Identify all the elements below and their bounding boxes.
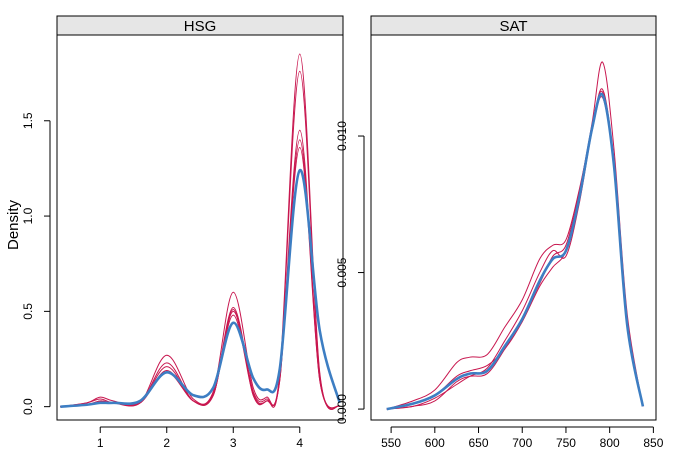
panel-hsg-y-tick-label-0: 0.0 [21,398,35,415]
panel-sat-imputed-density-line-0 [386,61,644,410]
panel-sat-axes: 550 600 650 700 750 800 850 0.000 0.005 0.010 [335,121,664,450]
panel-hsg-imputed-density-line-0 [60,53,341,410]
panel-hsg-x-tick-label-1: 2 [163,436,170,450]
panel-hsg-axes: 1 2 3 4 0.0 0.5 1.0 1.5 [21,112,303,450]
panel-sat-x-tick-label-4: 750 [556,436,576,450]
panel-sat-title: SAT [499,18,527,35]
panel-hsg-observed-density-line-5 [60,169,341,408]
panel-hsg-series [60,53,341,410]
panel-hsg-x-tick-label-0: 1 [97,436,104,450]
panel-hsg-x-tick-label-3: 4 [296,436,303,450]
panel-sat-y-tick-label-1: 0.005 [335,257,349,287]
panel-sat-imputed-density-line-2 [386,96,644,410]
panel-hsg-frame [56,34,344,421]
panel-hsg-x-tick-label-2: 3 [230,436,237,450]
y-axis-label: Density [5,199,22,250]
panel-sat-x-tick-label-0: 550 [381,436,401,450]
panel-hsg-y-tick-label-1: 0.5 [21,303,35,320]
panel-sat-imputed-density-line-1 [386,88,644,410]
panel-sat-x-tick-label-6: 850 [643,436,663,450]
panel-sat-x-tick-label-1: 600 [425,436,445,450]
panel-sat-series [386,61,645,411]
panel-sat-x-tick-label-2: 650 [469,436,489,450]
panel-hsg-y-tick-label-2: 1.0 [21,207,35,224]
panel-sat-x-tick-label-3: 700 [512,436,532,450]
panel-sat: SAT 550 600 650 700 750 800 850 0.000 0.005 0.010 [335,15,664,450]
panel-hsg-title: HSG [184,18,217,35]
panel-hsg-imputed-density-line-4 [60,146,341,409]
panel-sat-y-tick-label-2: 0.010 [335,121,349,151]
panel-sat-x-tick-label-5: 800 [600,436,620,450]
panel-sat-frame [370,34,657,421]
panel-sat-imputed-density-line-3 [386,90,644,410]
panel-sat-observed-density-line-4 [386,92,645,411]
panel-sat-y-tick-label-0: 0.000 [335,394,349,424]
panel-hsg: HSG 1 2 3 4 0.0 0.5 1.0 1.5 [21,15,344,450]
panel-hsg-y-tick-label-3: 1.5 [21,112,35,129]
panel-hsg-imputed-density-line-1 [60,70,341,410]
